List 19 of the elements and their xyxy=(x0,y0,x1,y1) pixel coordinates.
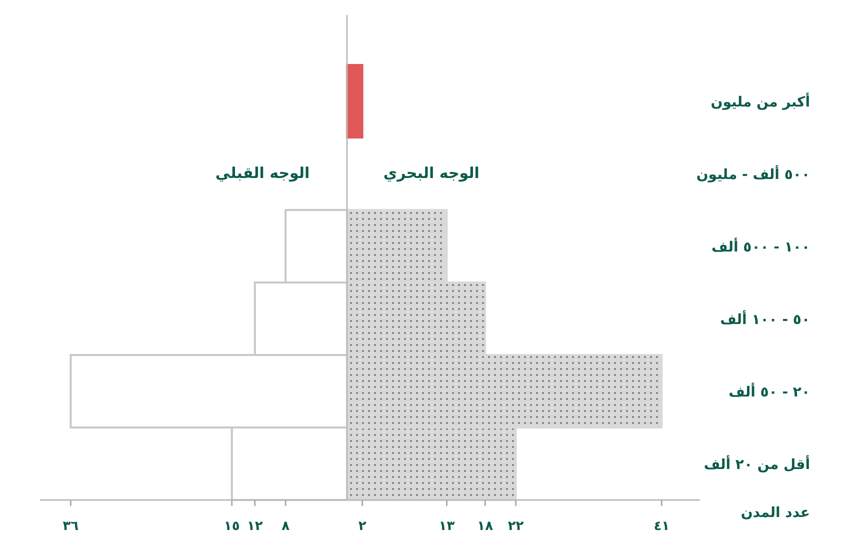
x-tick-label: ١٨ xyxy=(477,519,494,534)
x-tick-label: ٢ xyxy=(358,519,366,534)
x-tick-label: ٤١ xyxy=(654,519,670,534)
x-tick-label: ٣٦ xyxy=(62,519,79,534)
y-tick-label: ٢٠ - ٥٠ ألف xyxy=(728,382,810,400)
x-tick-label: ١٥ xyxy=(224,519,240,534)
y-tick-label: أكبر من مليون xyxy=(710,92,810,110)
x-tick-label: ١٣ xyxy=(438,519,455,534)
y-tick-label: ١٠٠ - ٥٠٠ ألف xyxy=(712,237,810,256)
series-label: الوجه البحري xyxy=(383,164,480,182)
x-tick-label: ١٢ xyxy=(246,519,263,534)
bar xyxy=(346,64,364,138)
y-tick-label: ٥٠ - ١٠٠ ألف xyxy=(720,310,810,328)
y-tick-label: ٥٠٠ ألف - مليون xyxy=(696,164,810,183)
x-tick-label: ٢٢ xyxy=(508,519,524,534)
x-axis-title: عدد المدن xyxy=(740,505,810,521)
series-label: الوجه القبلي xyxy=(215,164,310,182)
y-tick-label: أقل من ٢٠ ألف xyxy=(704,454,810,473)
x-tick-label: ٨ xyxy=(282,519,290,534)
